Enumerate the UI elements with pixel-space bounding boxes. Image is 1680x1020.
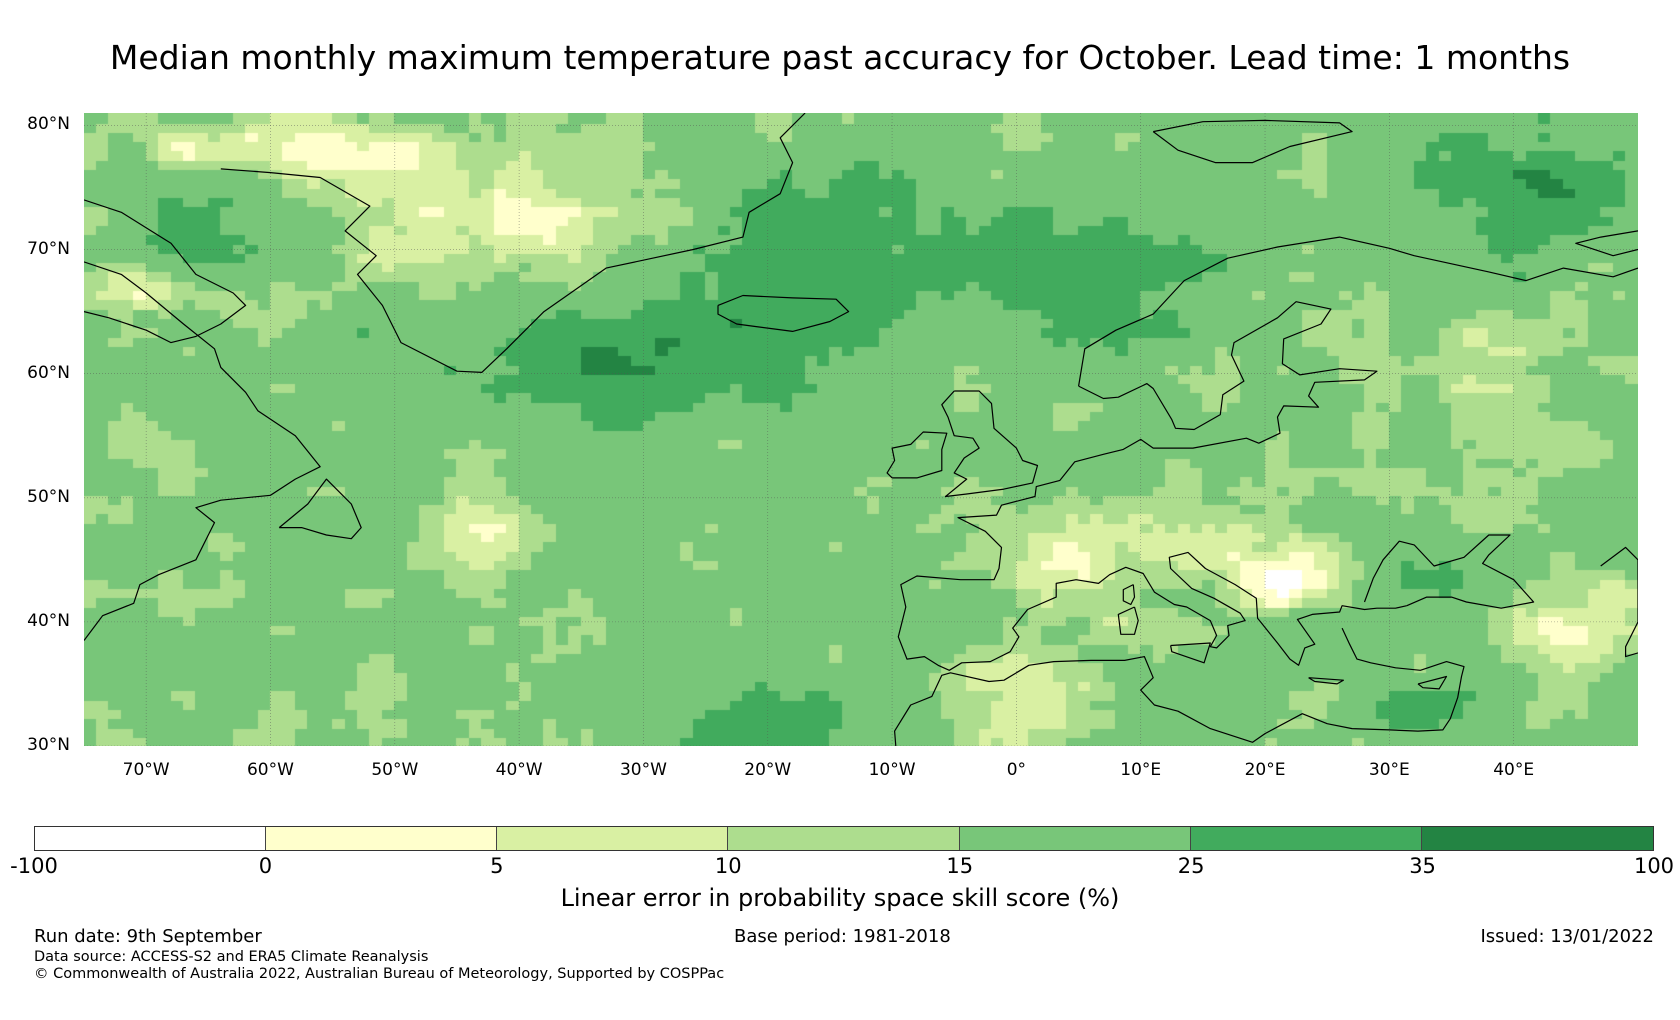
colorbar-tick-label: 25 (1177, 854, 1205, 878)
latitude-label: 70°N (27, 238, 70, 259)
latitude-label: 50°N (27, 486, 70, 507)
colorbar-segment (497, 827, 729, 850)
colorbar-segment (266, 827, 498, 850)
longitude-label: 40°E (1493, 760, 1535, 780)
longitude-label: 60°W (246, 760, 294, 780)
novaya-zemlya-coastline (1575, 230, 1638, 257)
colorbar-tick-label: 100 (1633, 854, 1675, 878)
coastline-overlay (84, 113, 1638, 746)
latitude-label: 60°N (27, 362, 70, 383)
longitude-label: 30°E (1368, 760, 1410, 780)
crete-coastline (1308, 677, 1344, 685)
longitude-label: 20°E (1244, 760, 1286, 780)
colorbar-segment (1421, 827, 1653, 850)
africa-coastline (894, 627, 1465, 746)
caspian-coastline (1600, 546, 1638, 658)
longitude-label: 40°W (495, 760, 543, 780)
skill-score-map (84, 113, 1638, 746)
sicily-coastline (1170, 642, 1211, 664)
colorbar-segment (728, 827, 960, 850)
colorbar-tick-label: -100 (10, 854, 58, 878)
colorbar-tick-label: 0 (258, 854, 273, 878)
colorbar-tick-label: 10 (714, 854, 742, 878)
longitude-label: 20°W (744, 760, 792, 780)
longitude-label: 70°W (122, 760, 170, 780)
colorbar-label: Linear error in probability space skill … (560, 884, 1120, 912)
colorbar-segment (35, 827, 267, 850)
sardinia-coastline (1117, 606, 1139, 635)
longitude-label: 10°W (868, 760, 916, 780)
newfoundland-coastline (278, 478, 362, 540)
colorbar-segment (1190, 827, 1422, 850)
svalbard-coastline (1152, 119, 1353, 164)
scandinavia-coastline (1078, 236, 1638, 387)
colorbar-segment (959, 827, 1191, 850)
iceland-coastline (717, 294, 850, 332)
latitude-label: 80°N (27, 114, 70, 135)
skill-score-raster (84, 113, 1638, 746)
great-britain-coastline (941, 390, 1039, 498)
copyright: © Commonwealth of Australia 2022, Austra… (34, 966, 725, 982)
longitude-label: 10°E (1120, 760, 1162, 780)
longitude-label: 0° (1006, 760, 1027, 780)
map-title: Median monthly maximum temperature past … (109, 38, 1571, 77)
latitude-label: 30°N (27, 735, 70, 755)
latitude-label: 40°N (27, 610, 70, 631)
data-source: Data source: ACCESS-S2 and ERA5 Climate … (34, 949, 429, 965)
ireland-coastline (886, 431, 948, 479)
corsica-coastline (1122, 584, 1136, 606)
colorbar-tick-label: 15 (946, 854, 974, 878)
colorbar-tick-label: 5 (490, 854, 504, 878)
longitude-label: 30°W (619, 760, 667, 780)
baffin-coastline (84, 199, 247, 344)
longitude-label: 50°W (371, 760, 419, 780)
base-period: Base period: 1981-2018 (734, 926, 951, 947)
cyprus-coastline (1417, 675, 1448, 690)
north-america-coastline (84, 261, 321, 641)
issued-date: Issued: 13/01/2022 (1480, 926, 1654, 947)
europe-coastline (897, 301, 1407, 671)
run-date: Run date: 9th September (34, 926, 262, 947)
colorbar-tick-label: 35 (1409, 854, 1436, 878)
black-sea-coastline (1363, 534, 1535, 609)
greenland-coastline (220, 113, 806, 373)
colorbar (34, 826, 1654, 851)
